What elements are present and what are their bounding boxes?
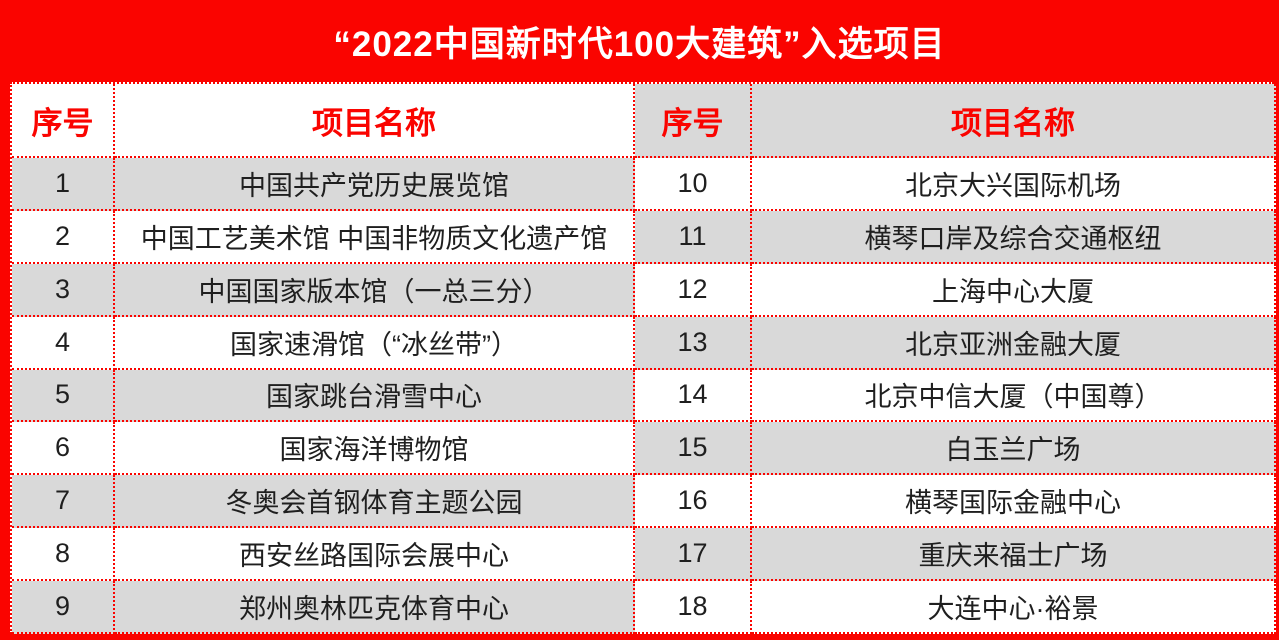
row-number-cell: 9 — [12, 581, 115, 634]
page-title: “2022中国新时代100大建筑”入选项目 — [333, 24, 946, 64]
column-header-name-right: 项目名称 — [752, 84, 1276, 158]
row-number-cell: 11 — [635, 210, 752, 264]
row-number-cell: 10 — [635, 158, 752, 211]
row-number-cell: 14 — [635, 369, 752, 423]
column-header-index-right: 序号 — [635, 84, 752, 158]
column-header-index-left: 序号 — [12, 84, 115, 158]
project-name-cell: 上海中心大厦 — [752, 263, 1276, 317]
project-name-cell: 冬奥会首钢体育主题公园 — [115, 475, 635, 529]
table-grid: 序号 项目名称 序号 项目名称 1 中国共产党历史展览馆 10 北京大兴国际机场 2 中国工艺美术… — [10, 82, 1276, 634]
project-name-cell: 横琴国际金融中心 — [752, 475, 1276, 529]
project-name-cell: 北京亚洲金融大厦 — [752, 316, 1276, 370]
row-number-cell: 6 — [12, 422, 115, 476]
project-name-cell: 北京中信大厦（中国尊） — [752, 369, 1276, 423]
column-header-name-left: 项目名称 — [115, 84, 635, 158]
row-number-cell: 4 — [12, 316, 115, 370]
row-number-cell: 1 — [12, 158, 115, 211]
row-number-cell: 17 — [635, 528, 752, 582]
row-number-cell: 7 — [12, 475, 115, 529]
row-number-cell: 2 — [12, 210, 115, 264]
project-name-cell: 横琴口岸及综合交通枢纽 — [752, 210, 1276, 264]
project-name-cell: 国家海洋博物馆 — [115, 422, 635, 476]
project-name-cell: 白玉兰广场 — [752, 422, 1276, 476]
title-banner: “2022中国新时代100大建筑”入选项目 — [0, 0, 1279, 82]
project-name-cell: 郑州奥林匹克体育中心 — [115, 581, 635, 634]
row-number-cell: 5 — [12, 369, 115, 423]
row-number-cell: 12 — [635, 263, 752, 317]
project-name-cell: 北京大兴国际机场 — [752, 158, 1276, 211]
row-number-cell: 16 — [635, 475, 752, 529]
project-name-cell: 西安丝路国际会展中心 — [115, 528, 635, 582]
row-number-cell: 3 — [12, 263, 115, 317]
project-name-cell: 国家速滑馆（“冰丝带”） — [115, 316, 635, 370]
project-name-cell: 中国共产党历史展览馆 — [115, 158, 635, 211]
row-number-cell: 13 — [635, 316, 752, 370]
row-number-cell: 8 — [12, 528, 115, 582]
project-name-cell: 中国工艺美术馆 中国非物质文化遗产馆 — [115, 210, 635, 264]
project-name-cell: 大连中心·裕景 — [752, 581, 1276, 634]
row-number-cell: 15 — [635, 422, 752, 476]
row-number-cell: 18 — [635, 581, 752, 634]
project-name-cell: 国家跳台滑雪中心 — [115, 369, 635, 423]
project-name-cell: 重庆来福士广场 — [752, 528, 1276, 582]
project-name-cell: 中国国家版本馆（一总三分） — [115, 263, 635, 317]
projects-table: 序号 项目名称 序号 项目名称 1 中国共产党历史展览馆 10 北京大兴国际机场 2 中国工艺美术… — [10, 82, 1276, 634]
